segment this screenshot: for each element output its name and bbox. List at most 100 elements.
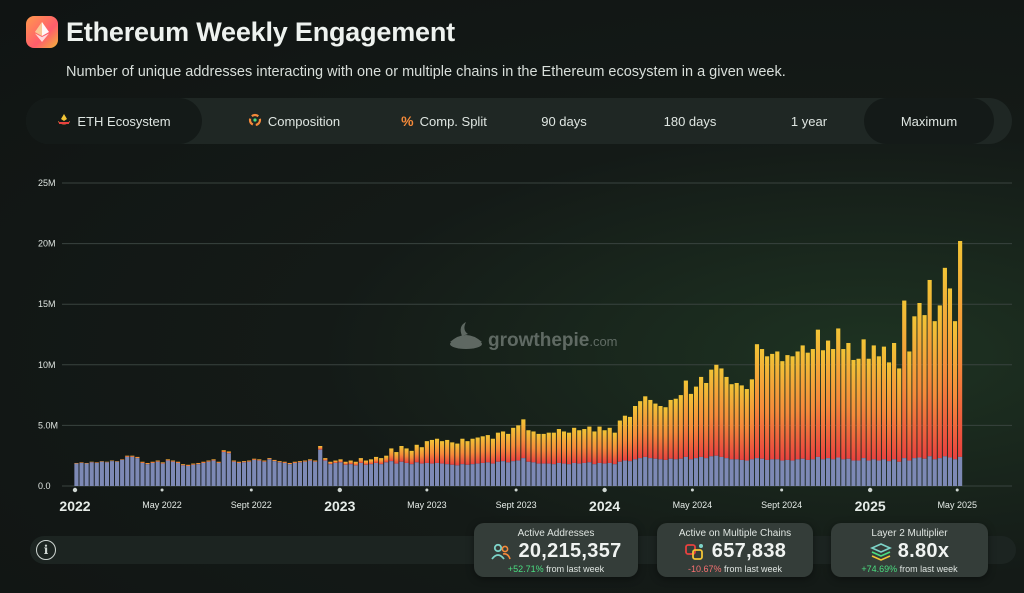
bar-base-segment[interactable] [668, 458, 673, 486]
bar-multichain-segment[interactable] [363, 460, 369, 465]
bar-multichain-segment[interactable] [587, 426, 592, 463]
bar-multichain-segment[interactable] [440, 441, 445, 464]
bar-base-segment[interactable] [170, 461, 176, 486]
bar-base-segment[interactable] [165, 460, 170, 486]
bar-multichain-segment[interactable] [84, 462, 89, 464]
bar-base-segment[interactable] [297, 462, 302, 486]
bar-multichain-segment[interactable] [770, 353, 775, 460]
bar-base-segment[interactable] [881, 459, 887, 486]
bar-multichain-segment[interactable] [165, 459, 170, 461]
bar-multichain-segment[interactable] [353, 461, 358, 466]
bar-multichain-segment[interactable] [856, 358, 861, 461]
bar-base-segment[interactable] [480, 462, 485, 486]
bar-multichain-segment[interactable] [927, 279, 932, 457]
bar-multichain-segment[interactable] [709, 369, 714, 457]
bar-multichain-segment[interactable] [607, 427, 612, 463]
bar-base-segment[interactable] [221, 452, 226, 486]
bar-base-segment[interactable] [424, 462, 429, 486]
bar-multichain-segment[interactable] [140, 461, 145, 463]
bar-base-segment[interactable] [145, 464, 150, 486]
bar-multichain-segment[interactable] [282, 461, 287, 463]
bar-multichain-segment[interactable] [846, 342, 851, 459]
bar-multichain-segment[interactable] [704, 382, 709, 459]
bar-multichain-segment[interactable] [257, 459, 262, 461]
bar-base-segment[interactable] [257, 460, 262, 486]
bar-multichain-segment[interactable] [714, 364, 719, 456]
bar-multichain-segment[interactable] [932, 321, 937, 460]
bar-base-segment[interactable] [734, 459, 739, 486]
bar-base-segment[interactable] [363, 464, 369, 486]
bar-multichain-segment[interactable] [912, 316, 917, 459]
bar-multichain-segment[interactable] [379, 458, 384, 465]
bar-multichain-segment[interactable] [907, 351, 912, 461]
bar-base-segment[interactable] [140, 462, 145, 486]
bar-multichain-segment[interactable] [495, 432, 501, 462]
bar-multichain-segment[interactable] [876, 356, 881, 461]
bar-multichain-segment[interactable] [582, 429, 587, 463]
bar-base-segment[interactable] [856, 460, 861, 486]
bar-multichain-segment[interactable] [734, 382, 739, 460]
bar-multichain-segment[interactable] [160, 462, 165, 464]
bar-base-segment[interactable] [749, 459, 754, 486]
bar-base-segment[interactable] [201, 462, 206, 486]
bar-base-segment[interactable] [511, 461, 516, 486]
bar-multichain-segment[interactable] [267, 458, 272, 460]
bar-base-segment[interactable] [328, 464, 333, 486]
bar-multichain-segment[interactable] [754, 344, 760, 459]
bar-base-segment[interactable] [597, 462, 602, 486]
bar-multichain-segment[interactable] [252, 458, 257, 460]
bar-base-segment[interactable] [526, 461, 531, 486]
bar-base-segment[interactable] [318, 449, 323, 486]
bar-base-segment[interactable] [262, 461, 267, 486]
bar-multichain-segment[interactable] [947, 288, 953, 458]
bar-multichain-segment[interactable] [150, 461, 155, 463]
bar-multichain-segment[interactable] [297, 461, 302, 463]
bar-base-segment[interactable] [277, 462, 282, 486]
bar-base-segment[interactable] [389, 461, 394, 486]
bar-base-segment[interactable] [836, 457, 841, 486]
bar-base-segment[interactable] [780, 460, 785, 486]
bar-multichain-segment[interactable] [866, 358, 871, 461]
bar-base-segment[interactable] [150, 462, 155, 486]
bar-multichain-segment[interactable] [663, 407, 668, 460]
bar-base-segment[interactable] [125, 456, 130, 486]
bar-multichain-segment[interactable] [490, 438, 495, 464]
bar-multichain-segment[interactable] [145, 462, 150, 465]
bar-base-segment[interactable] [181, 465, 186, 486]
bar-multichain-segment[interactable] [952, 321, 958, 460]
bar-base-segment[interactable] [348, 464, 353, 486]
bar-multichain-segment[interactable] [658, 406, 663, 460]
bar-base-segment[interactable] [663, 459, 668, 486]
bar-multichain-segment[interactable] [729, 384, 734, 460]
bar-multichain-segment[interactable] [196, 462, 201, 465]
bar-multichain-segment[interactable] [638, 401, 643, 459]
bar-base-segment[interactable] [282, 462, 287, 486]
bar-multichain-segment[interactable] [800, 345, 805, 459]
bar-base-segment[interactable] [409, 464, 414, 486]
bar-base-segment[interactable] [287, 464, 292, 486]
bar-multichain-segment[interactable] [836, 328, 841, 458]
bar-multichain-segment[interactable] [130, 455, 135, 457]
bar-multichain-segment[interactable] [511, 427, 516, 462]
bar-base-segment[interactable] [455, 465, 460, 486]
bar-multichain-segment[interactable] [74, 462, 79, 464]
bar-multichain-segment[interactable] [678, 395, 683, 459]
bar-base-segment[interactable] [907, 460, 912, 486]
bar-base-segment[interactable] [693, 458, 699, 486]
bar-multichain-segment[interactable] [429, 439, 435, 464]
bar-multichain-segment[interactable] [942, 267, 947, 457]
bar-multichain-segment[interactable] [785, 355, 790, 460]
bar-multichain-segment[interactable] [506, 433, 511, 463]
bar-base-segment[interactable] [267, 459, 272, 486]
bar-base-segment[interactable] [120, 459, 125, 486]
tab-eth-ecosystem[interactable]: ETH Ecosystem [26, 98, 202, 144]
bar-base-segment[interactable] [861, 458, 866, 486]
bar-multichain-segment[interactable] [191, 463, 196, 465]
bar-multichain-segment[interactable] [892, 342, 897, 460]
bar-multichain-segment[interactable] [541, 433, 546, 464]
bar-base-segment[interactable] [404, 462, 409, 486]
bar-base-segment[interactable] [196, 464, 201, 486]
bar-multichain-segment[interactable] [94, 462, 99, 463]
bar-base-segment[interactable] [566, 464, 572, 486]
bar-base-segment[interactable] [765, 459, 770, 486]
